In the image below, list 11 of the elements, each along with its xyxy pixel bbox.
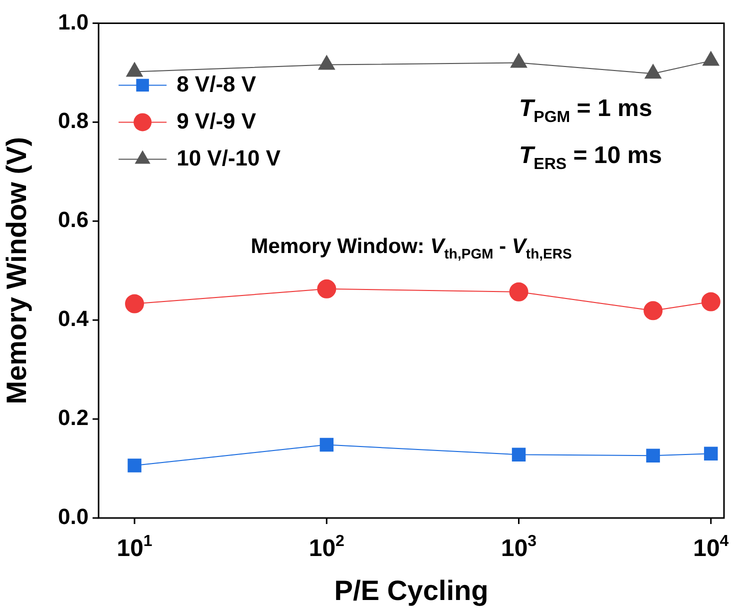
y-tick-label: 0.0 (58, 504, 89, 530)
x-axis-title: P/E Cycling (334, 575, 488, 606)
legend-label: 8 V/-8 V (176, 71, 256, 96)
y-tick-label: 0.2 (58, 405, 89, 430)
y-tick-label: 1.0 (58, 9, 89, 34)
y-axis-title: Memory Window (V) (1, 136, 32, 404)
legend-label: 9 V/-9 V (176, 108, 256, 134)
y-tick-label: 0.6 (58, 207, 89, 232)
y-tick-label: 0.4 (58, 306, 90, 332)
legend-label: 10 V/-10 V (176, 145, 281, 170)
y-tick-label: 0.8 (58, 108, 89, 134)
